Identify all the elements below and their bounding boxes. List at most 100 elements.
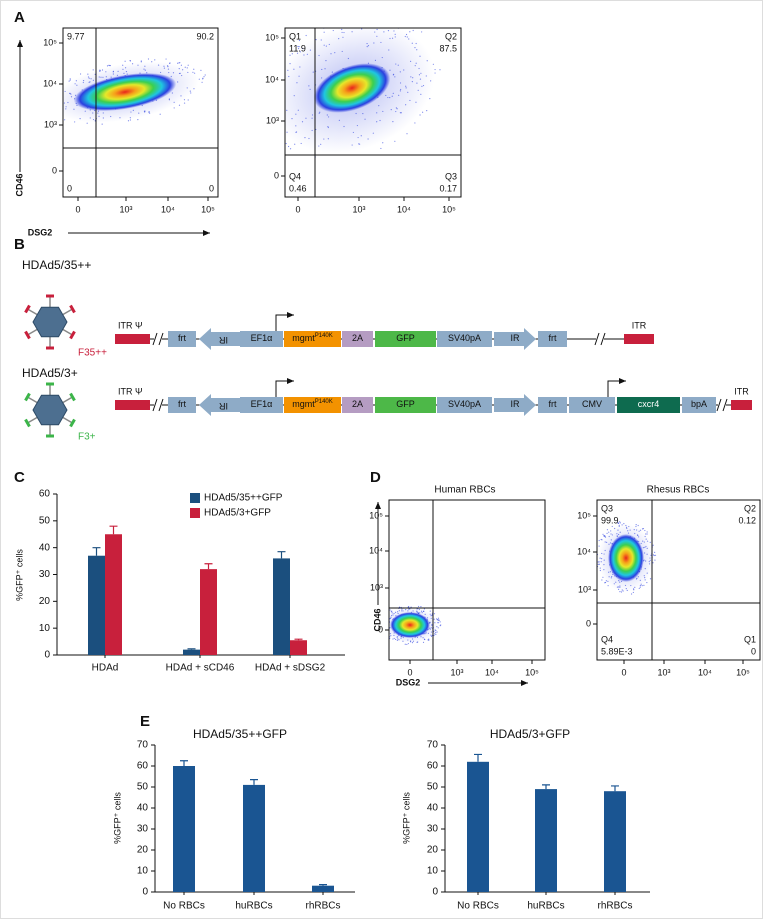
y-tick-label: 40 [427,803,439,814]
promoter-arrow [607,378,626,397]
event-dot [430,627,432,629]
event-dot [341,50,343,53]
event-dot [281,88,282,89]
y-tick-label: 60 [137,761,149,772]
event-dot [421,85,423,87]
event-dot [386,21,387,22]
event-dot [603,559,605,561]
event-dot [326,26,327,27]
element-text: frt [178,399,186,409]
event-dot [74,83,76,85]
y-axis-label: CD46 [14,173,24,196]
y-tick-label: 30 [137,824,149,835]
event-dot [400,88,402,91]
quadrant-value: 11.9 [289,43,306,53]
event-dot [627,530,629,532]
event-dot [630,584,632,587]
event-dot [597,561,599,563]
event-dot [407,91,409,93]
event-dot [428,639,430,641]
event-dot [419,114,421,116]
inverted-repeat [199,328,240,350]
event-dot [392,92,394,94]
event-dot [411,642,414,644]
x-axis-label: DSG2 [28,227,53,237]
break-gap [154,337,162,341]
event-dot [99,69,101,71]
event-dot [387,612,388,613]
event-dot [617,588,620,590]
event-dot [424,613,426,615]
fiber-label: F35++ [78,348,107,359]
event-dot [420,610,423,612]
event-dot [65,106,67,108]
quadrant-value: 9.77 [67,31,85,41]
itr [624,334,654,344]
x-tick-label: 10⁵ [442,204,456,214]
element-label: mgmtP140K [292,333,333,344]
event-dot [122,68,124,70]
break [152,332,158,346]
event-dot [299,51,302,53]
event-dot [609,571,611,573]
event-dot [639,585,642,587]
event-dot [305,34,307,37]
event-dot [430,631,433,633]
event-density [73,72,177,112]
element-label: IR [218,401,228,411]
event-dot [61,92,62,93]
event-dot [308,137,310,140]
event-dot [642,547,644,549]
event-dot [178,104,181,106]
event-dot [407,610,409,612]
event-dot [650,554,652,556]
event-dot [69,92,71,94]
event-dot [654,554,657,556]
break [600,332,606,346]
event-dot [437,619,439,621]
event-dot [406,36,408,38]
element-text: IR [511,399,521,409]
event-dot [637,524,639,527]
event-dot [643,541,645,543]
event-dot [635,524,637,526]
event-dot [387,619,388,620]
inverted-repeat [494,394,536,416]
event-dot [288,75,290,78]
event-dot [415,42,417,45]
event-dot [304,137,306,139]
event-dot [600,558,603,560]
error-bar [109,525,118,535]
event-dot [395,110,397,113]
event-dot [639,586,641,588]
event-dot [389,69,391,71]
event-dot [610,530,612,532]
x-tick-label: huRBCs [235,901,272,912]
event-dot [389,627,391,629]
error-bar [250,779,258,785]
event-dot [102,76,104,78]
event-dot [318,145,320,147]
event-dot [282,108,283,109]
event-dot [68,80,70,82]
event-dot [331,71,333,73]
event-dot [649,559,651,561]
error-bar [611,785,619,792]
event-dot [55,97,56,98]
event-dot [640,583,642,585]
event-dot [422,84,425,87]
element-text: cxcr4 [638,399,660,409]
event-dot [381,56,383,59]
break [158,332,164,346]
event-dot [652,544,654,546]
event-dot [399,90,401,92]
y-tick-label: 30 [427,824,439,835]
construct-name: HDAd5/3+ [22,366,78,380]
event-dot [400,637,402,639]
event-dot [430,634,432,636]
event-dot [617,529,619,531]
event-dot [286,109,288,111]
event-dot [154,59,156,61]
event-dot [410,60,412,62]
plot-frame [596,499,761,661]
